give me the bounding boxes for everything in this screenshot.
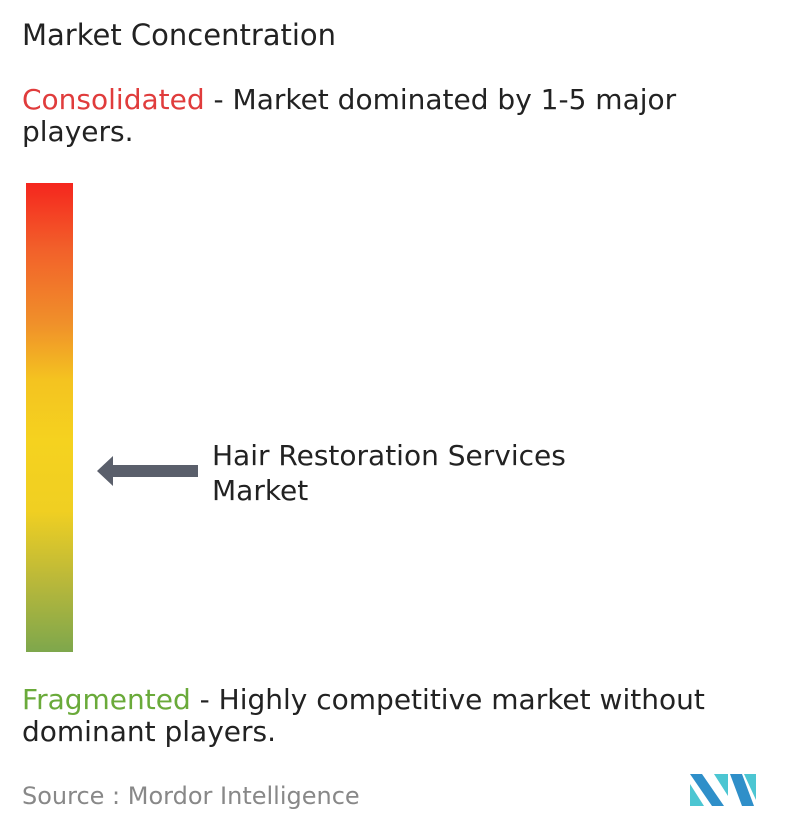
fragmented-label: Fragmented — [22, 683, 191, 716]
consolidated-legend: Consolidated - Market dominated by 1-5 m… — [22, 84, 792, 148]
arrow-left-icon — [97, 456, 198, 486]
consolidated-description: - Market dominated by 1-5 major players. — [22, 83, 677, 148]
fragmented-legend: Fragmented - Highly competitive market w… — [22, 684, 792, 748]
fragmented-description: - Highly competitive market without domi… — [22, 683, 705, 748]
page-title: Market Concentration — [22, 18, 337, 52]
mordor-logo — [690, 774, 756, 806]
source-text: Source : Mordor Intelligence — [22, 782, 360, 810]
consolidated-label: Consolidated — [22, 83, 205, 116]
concentration-scale-bar — [26, 183, 73, 652]
market-label: Hair Restoration Services Market — [212, 439, 566, 507]
